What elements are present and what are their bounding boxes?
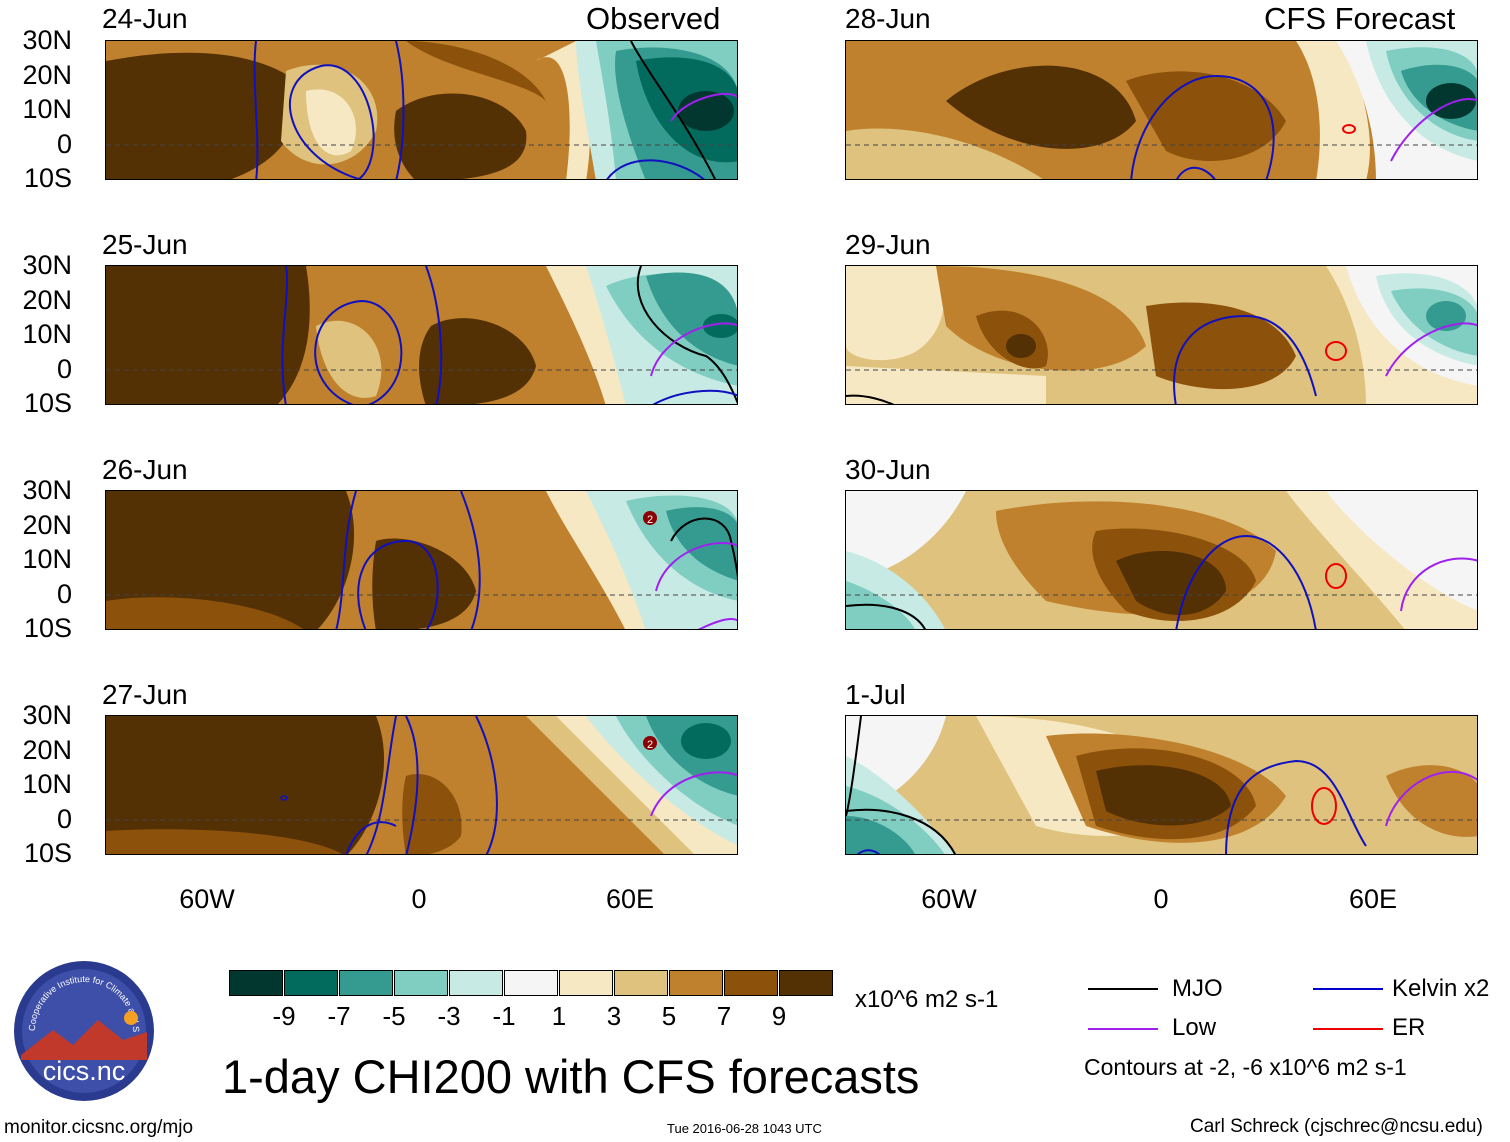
lat-label: 10N [22, 544, 72, 574]
logo-text: cics.nc [43, 1056, 126, 1086]
legend-line-kelvin [1313, 988, 1383, 990]
lat-label: 10S [23, 838, 72, 868]
map-panel-1-jul [845, 715, 1478, 855]
colorbar-box [724, 970, 778, 996]
lon-label-0-left: 0 [411, 884, 427, 914]
lat-label: 10N [22, 319, 72, 349]
colorbar-box [559, 970, 613, 996]
cicsnc-logo: Cooperative Institute for Climate and Sa… [10, 952, 155, 1102]
lat-label: 20N [22, 285, 72, 315]
lat-label: 20N [22, 735, 72, 765]
map-panel-24-jun [105, 40, 738, 180]
map-panel-26-jun: 2 [105, 490, 738, 630]
lat-label: 30N [22, 700, 72, 730]
colorbar-units: x10^6 m2 s-1 [855, 986, 999, 1013]
colorbar-label: -1 [492, 1001, 516, 1031]
map-panel-29-jun [845, 265, 1478, 405]
figure-title: 1-day CHI200 with CFS forecasts [222, 1050, 920, 1103]
colorbar-box [614, 970, 668, 996]
colorbar-box [779, 970, 833, 996]
observed-label: Observed [586, 1, 721, 36]
legend-line-er [1313, 1028, 1383, 1030]
lat-label: 10N [22, 769, 72, 799]
lon-label-60e-left: 60E [605, 884, 655, 914]
panel-date-29-jun: 29-Jun [845, 229, 931, 260]
colorbar-label: -9 [272, 1001, 296, 1031]
legend-line-low [1088, 1028, 1158, 1030]
colorbar-label: 3 [606, 1001, 622, 1031]
colorbar-box [394, 970, 448, 996]
lat-label: 0 [56, 354, 72, 384]
lat-label: 30N [22, 475, 72, 505]
lat-label: 10S [23, 613, 72, 643]
legend-label-low: Low [1172, 1014, 1217, 1041]
panel-date-28-jun: 28-Jun [845, 3, 931, 34]
colorbar-box [229, 970, 283, 996]
panel-date-25-jun: 25-Jun [102, 229, 188, 260]
storm-marker-label: 2 [647, 739, 653, 751]
lat-label: 10S [23, 388, 72, 418]
legend-line-mjo [1088, 988, 1158, 990]
colorbar-box [449, 970, 503, 996]
lat-label: 0 [56, 129, 72, 159]
lat-label: 0 [56, 579, 72, 609]
lat-label: 20N [22, 510, 72, 540]
colorbar-box [669, 970, 723, 996]
lat-label: 0 [56, 804, 72, 834]
lon-label-60e-right: 60E [1348, 884, 1398, 914]
map-panel-27-jun: 2 [105, 715, 738, 855]
colorbar-label: -7 [327, 1001, 351, 1031]
lon-label-60w-left: 60W [179, 884, 235, 914]
lat-label: 30N [22, 250, 72, 280]
footer-timestamp: Tue 2016-06-28 1043 UTC [667, 1121, 822, 1136]
colorbar-label: 5 [661, 1001, 677, 1031]
lat-label: 10N [22, 94, 72, 124]
map-panel-25-jun [105, 265, 738, 405]
lat-label: 30N [22, 25, 72, 55]
map-panel-30-jun [845, 490, 1478, 630]
map-panel-28-jun [845, 40, 1478, 180]
footer-credit: Carl Schreck (cjschrec@ncsu.edu) [1190, 1116, 1483, 1137]
lat-label: 10S [23, 163, 72, 193]
panel-date-30-jun: 30-Jun [845, 454, 931, 485]
lon-label-60w-right: 60W [921, 884, 977, 914]
panel-date-26-jun: 26-Jun [102, 454, 188, 485]
colorbar-label: -3 [437, 1001, 461, 1031]
lon-label-0-right: 0 [1153, 884, 1169, 914]
colorbar-label: 7 [716, 1001, 732, 1031]
legend-label-mjo: MJO [1172, 975, 1223, 1002]
footer-url: monitor.cicsnc.org/mjo [4, 1117, 194, 1138]
panel-date-24-jun: 24-Jun [102, 3, 188, 34]
panel-date-1-jul: 1-Jul [845, 679, 906, 710]
cfs-forecast-label: CFS Forecast [1264, 1, 1456, 36]
colorbar-label: 1 [551, 1001, 567, 1031]
colorbar-box [339, 970, 393, 996]
colorbar-box [504, 970, 558, 996]
colorbar-box [284, 970, 338, 996]
colorbar-label: -5 [382, 1001, 406, 1031]
panel-date-27-jun: 27-Jun [102, 679, 188, 710]
lat-label: 20N [22, 60, 72, 90]
storm-marker-label: 2 [647, 514, 653, 526]
contours-note: Contours at -2, -6 x10^6 m2 s-1 [1084, 1054, 1407, 1080]
colorbar-label: 9 [771, 1001, 787, 1031]
legend-label-er: ER [1392, 1014, 1426, 1041]
legend-label-kelvin: Kelvin x2 [1392, 975, 1490, 1002]
